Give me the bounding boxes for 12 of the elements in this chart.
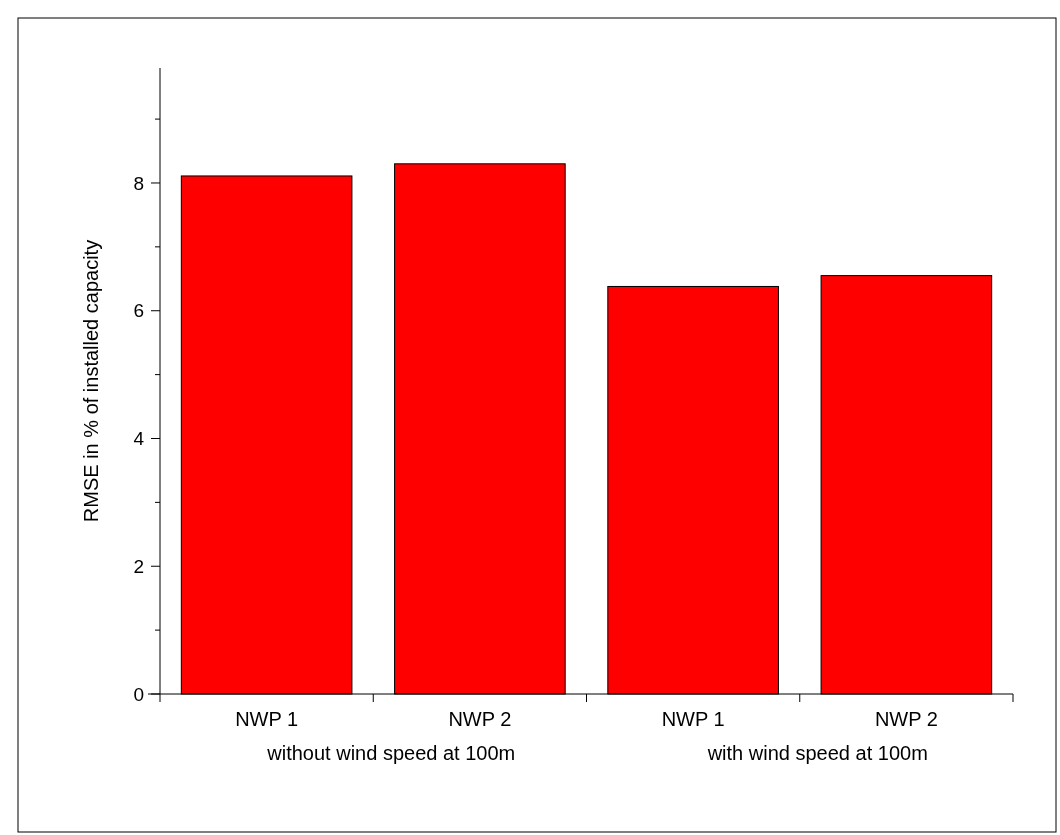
text: with wind speed at 100m xyxy=(706,742,928,764)
x-tick-label: NWP 2 xyxy=(448,708,512,730)
y-tick-label: 4 xyxy=(133,428,145,450)
x-tick-label: NWP 1 xyxy=(235,708,299,730)
y-tick-label: 8 xyxy=(133,172,144,194)
y-axis-title: RMSE in % of installed capacity xyxy=(80,239,102,523)
y-tick-label: 0 xyxy=(133,683,144,705)
x-tick-label: NWP 2 xyxy=(874,708,938,730)
y-tick-label: 2 xyxy=(133,555,144,577)
y-tick-label: 6 xyxy=(133,300,144,322)
text: without wind speed at 100m xyxy=(266,742,516,764)
x-tick-label: NWP 1 xyxy=(661,708,725,730)
